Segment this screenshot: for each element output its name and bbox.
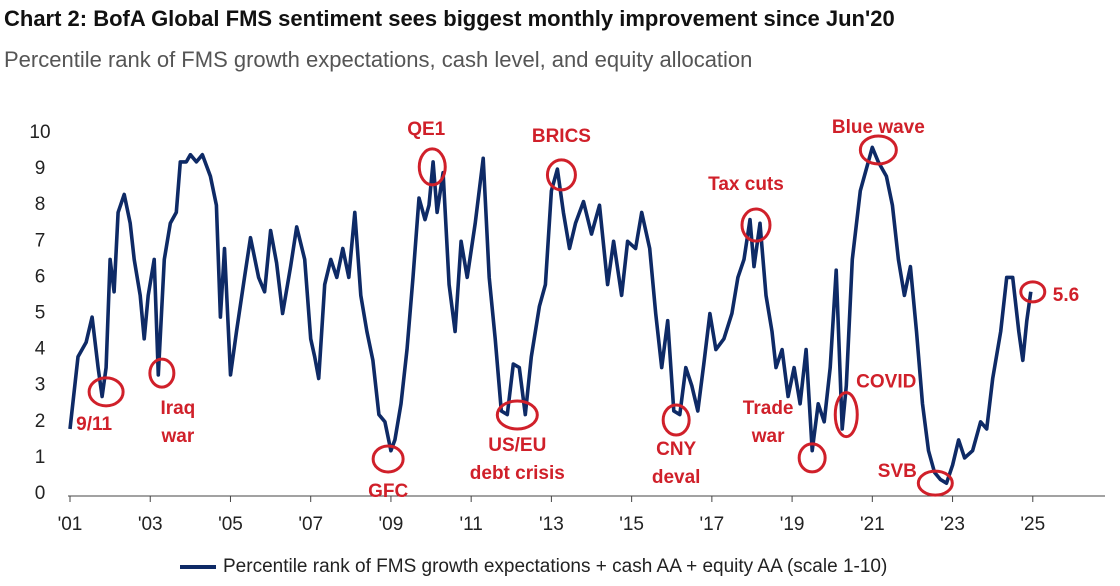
annotation-label: SVB (878, 461, 917, 482)
y-tick-label: 9 (35, 158, 46, 179)
annotation-circle (371, 444, 405, 474)
y-tick-label: 4 (35, 339, 46, 360)
x-tick-label: '09 (379, 514, 404, 535)
x-tick-label: '25 (1020, 514, 1045, 535)
annotation-label: war (751, 426, 785, 447)
annotation-label: war (160, 426, 194, 447)
y-tick-label: 2 (35, 411, 46, 432)
annotation-label: deval (652, 467, 701, 488)
annotation-label: Tax cuts (708, 174, 784, 195)
annotation-circle (148, 357, 176, 389)
legend-label: Percentile rank of FMS growth expectatio… (223, 556, 887, 577)
y-tick-label: 10 (29, 122, 50, 143)
x-tick-label: '15 (619, 514, 644, 535)
annotation-label: 5.6 (1053, 285, 1079, 306)
annotation-circle (740, 207, 772, 243)
annotation-label: Iraq (160, 398, 195, 419)
annotation-label: debt crisis (470, 463, 565, 484)
series-line (68, 145, 1033, 485)
x-tick-label: '01 (58, 514, 83, 535)
annotation-circle (858, 134, 898, 166)
annotation-label: BRICS (532, 126, 591, 147)
y-tick-label: 3 (35, 375, 46, 396)
annotation-label: 9/11 (76, 414, 112, 435)
x-tick-label: '11 (459, 514, 482, 535)
annotation-label: Blue wave (832, 117, 925, 138)
chart-title: Chart 2: BofA Global FMS sentiment sees … (4, 6, 895, 31)
annotation-circle (417, 147, 447, 187)
annotation-label: COVID (856, 372, 916, 393)
annotation-circle (545, 158, 577, 192)
x-tick-label: '19 (780, 514, 805, 535)
y-tick-label: 8 (35, 194, 46, 215)
x-tick-label: '13 (539, 514, 564, 535)
annotation-circle (87, 376, 125, 408)
annotation-circle (1019, 280, 1047, 304)
x-tick-label: '07 (298, 514, 323, 535)
x-tick-label: '21 (860, 514, 885, 535)
annotation-circle (916, 469, 954, 497)
y-tick-label: 1 (35, 447, 46, 468)
x-tick-label: '03 (138, 514, 163, 535)
chart-subtitle: Percentile rank of FMS growth expectatio… (4, 47, 752, 72)
y-tick-label: 5 (35, 303, 46, 324)
annotation-circle (833, 391, 859, 439)
annotation-circle (495, 399, 539, 431)
y-tick-label: 0 (35, 483, 46, 504)
annotation-circle (797, 442, 827, 474)
annotation-label: CNY (656, 439, 696, 460)
annotation-label: QE1 (407, 119, 445, 140)
x-tick-label: '23 (940, 514, 965, 535)
x-tick-label: '05 (218, 514, 243, 535)
y-tick-label: 6 (35, 266, 46, 287)
annotation-label: Trade (743, 398, 794, 419)
annotation-label: US/EU (488, 435, 546, 456)
x-tick-label: '17 (699, 514, 724, 535)
y-tick-label: 7 (35, 230, 46, 251)
annotation-label: GFC (368, 481, 408, 502)
annotation-circle (661, 403, 691, 437)
